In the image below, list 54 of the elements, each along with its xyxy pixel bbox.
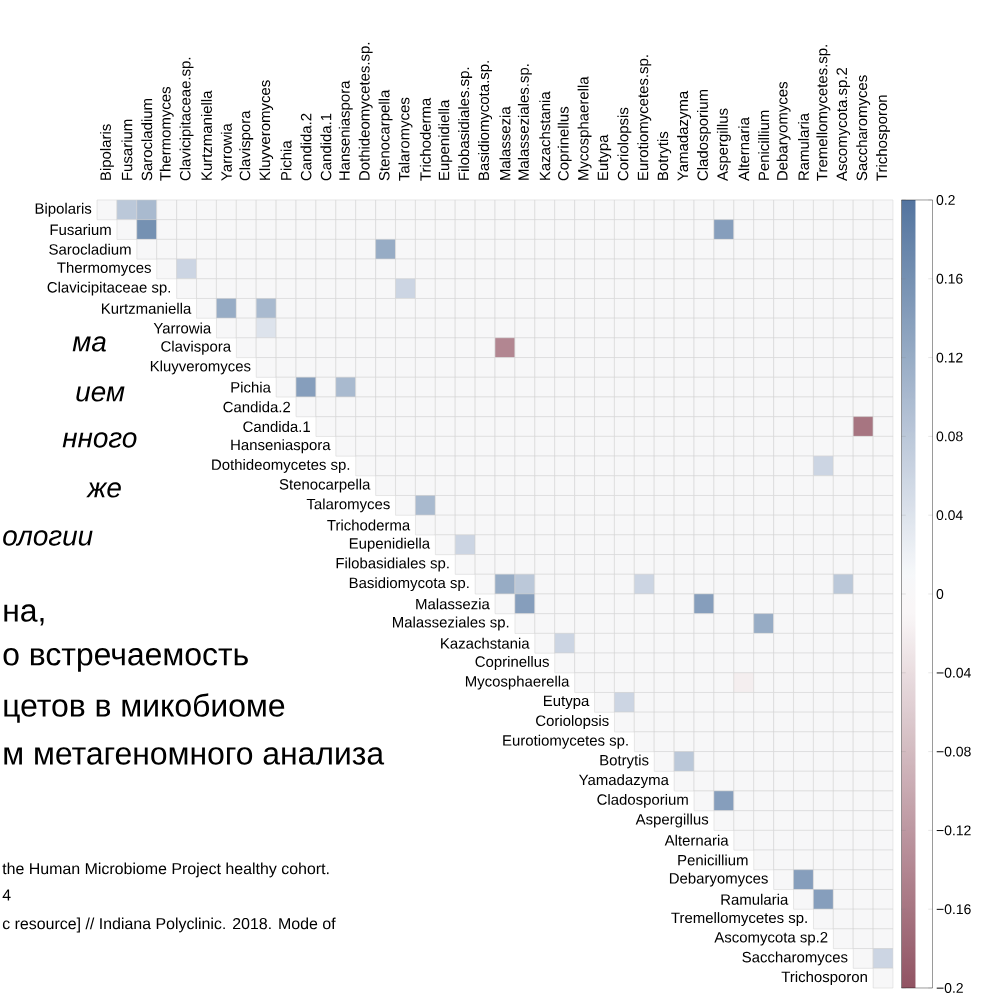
y-tick-label: Debaryomyces xyxy=(669,872,768,887)
y-tick-label: Basidiomycota sp. xyxy=(349,577,469,592)
y-tick-label: Clavispora xyxy=(161,340,232,355)
y-tick-label: Sarocladium xyxy=(49,243,131,255)
y-tick-label: Eurotiomycetes sp. xyxy=(503,734,628,749)
color-bar-label: 0.16 xyxy=(936,273,963,284)
annotation: нного xyxy=(62,432,137,448)
y-tick-label: Penicillium xyxy=(678,854,748,866)
y-tick-label: Eupenidiella xyxy=(349,537,431,552)
x-tick-label: Dothideomycetes.sp. xyxy=(358,42,373,180)
y-tick-label: Tremellomycetes sp. xyxy=(671,912,807,926)
x-tick-label: Eurotiomycetes.sp. xyxy=(637,55,652,180)
color-bar-label: −0.2 xyxy=(936,983,963,993)
color-bar-label: 0.04 xyxy=(936,510,963,521)
annotation: же xyxy=(86,482,121,498)
y-tick-label: Ascomycota sp.2 xyxy=(714,931,828,946)
color-bar-label: 0 xyxy=(936,589,944,599)
y-tick-label: Candida.1 xyxy=(243,421,310,433)
text: 4 xyxy=(2,889,11,901)
x-tick-label: Filobasidiales.sp. xyxy=(458,67,473,180)
y-tick-label: Thermomyces xyxy=(57,261,151,276)
y-tick-label: Pichia xyxy=(231,381,271,393)
annotation: ием xyxy=(76,386,125,402)
y-tick-label: Malasseziales sp. xyxy=(392,616,509,631)
y-tick-label: Fusarium xyxy=(50,224,111,236)
color-bar-label: −0.16 xyxy=(936,904,971,915)
x-tick-label: Clavicipitaceae.sp. xyxy=(179,57,194,181)
y-tick-label: Hanseniaspora xyxy=(231,439,331,454)
annotation: ма xyxy=(72,336,106,352)
text: на, xyxy=(4,604,44,626)
y-tick-label: Kluyveromyces xyxy=(150,360,251,375)
annotation: цетов в микобиоме xyxy=(4,693,285,723)
x-tick-label: Ascomycota.sp.2 xyxy=(836,68,851,182)
annotation: м метагеномного анализа xyxy=(4,747,385,765)
annotation: c resource] // Indiana Polyclinic. 2018. Mode of xyxy=(2,917,336,933)
text: ологии xyxy=(3,530,93,546)
y-tick-label: Botrytis xyxy=(600,754,649,769)
color-bar-label: −0.12 xyxy=(936,825,971,836)
y-tick-label: Dothideomycetes sp. xyxy=(212,458,350,473)
x-tick-label: Tremellomycetes.sp. xyxy=(816,45,831,181)
color-bar-label: 0.08 xyxy=(936,431,963,442)
x-tick-label: Basidiomycota.sp. xyxy=(478,61,493,180)
y-tick-label: Alternaria xyxy=(664,834,729,846)
annotation: о встречаемость xyxy=(3,648,248,672)
color-bar-label: −0.08 xyxy=(936,746,971,757)
color-bar-label: 0.12 xyxy=(936,352,963,363)
y-tick-label: Coriolopsis xyxy=(536,715,609,729)
color-bar-label: −0.04 xyxy=(936,667,971,678)
x-tick-label: Malasseziales.sp. xyxy=(517,64,532,180)
y-tick-label: Eutypa xyxy=(544,695,590,710)
y-tick-label: Clavicipitaceae sp. xyxy=(47,281,170,296)
y-tick-label: Filobasidiales sp. xyxy=(336,557,449,572)
color-bar-label: 0.2 xyxy=(936,195,955,205)
annotation: the Human Microbiome Project healthy cohort. xyxy=(2,862,329,878)
